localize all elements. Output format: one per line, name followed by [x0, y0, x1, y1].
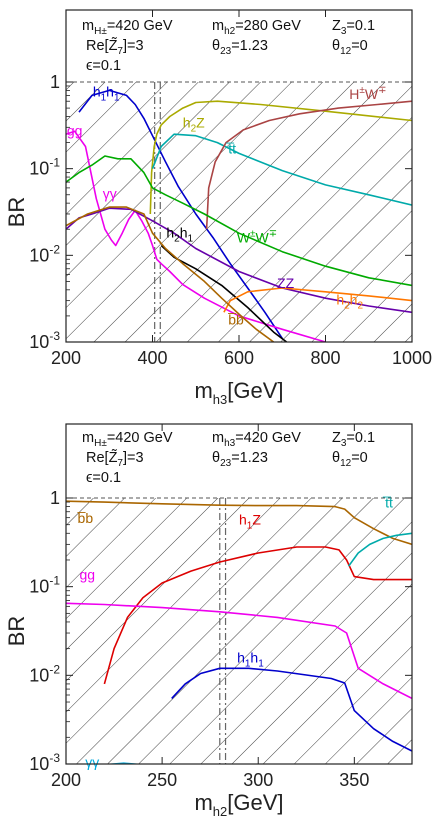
param-mh3: mh3=420 GeV: [212, 430, 301, 449]
series-line-zz: [66, 207, 412, 314]
series-label-bb: b̅b: [76, 510, 93, 526]
param-re-z-7: Re[Z̃7]=3: [86, 37, 144, 57]
series-group: [66, 500, 412, 764]
series-label-h2h1: h2​h1​: [166, 225, 193, 245]
hatched-excluded-region: [66, 498, 412, 764]
series-label-h2h2: h2​h2​: [336, 292, 363, 312]
series-label-tt: t̅t: [225, 140, 236, 156]
series-line-tt: [151, 133, 412, 206]
series-line-h1h1: [171, 667, 412, 752]
param-mh: mH±=420 GeV: [82, 430, 173, 449]
y-axis-label: BR: [4, 616, 29, 647]
series-label-bb: b̅b: [227, 311, 244, 327]
series-group: [66, 89, 412, 342]
series-label-tt: t̅t: [382, 495, 393, 511]
param-0-1: ϵ=0.1: [86, 58, 121, 74]
y-tick-label: 10-1: [29, 574, 60, 597]
x-tick-label: 1000: [392, 348, 432, 368]
param-0-1: ϵ=0.1: [86, 470, 121, 486]
series-label-h2z: h2​Z: [183, 114, 205, 134]
plot-frame: [65, 423, 413, 765]
x-tick-label: 800: [310, 348, 340, 368]
series-label-gg: gg: [67, 123, 83, 139]
x-tick-label: 250: [147, 770, 177, 790]
series-line-gg: [66, 602, 412, 700]
series-label-gg: gg: [79, 567, 95, 583]
series-label-h1h1: h1​h1​: [237, 649, 264, 669]
x-tick-label: 200: [51, 770, 81, 790]
series-line-tt: [347, 532, 412, 567]
param-12: θ12=0: [332, 38, 368, 57]
series-line-bb: [66, 206, 275, 342]
hatched-excluded-region: [66, 82, 412, 342]
series-label-w-w: W±​W∓​: [237, 229, 277, 246]
series-label-h-w: H±​W∓​: [349, 85, 386, 102]
series-label-h1z: h1​Z: [239, 512, 261, 532]
series-line-h2z: [149, 100, 412, 215]
x-axis-label: mh3[GeV]: [194, 378, 283, 407]
param-mh: mH±=420 GeV: [82, 18, 173, 37]
series-line-h1z: [103, 546, 412, 685]
series-line-gg: [66, 130, 326, 342]
param-mh2: mh2=280 GeV: [212, 18, 301, 37]
series-label-h1h1: h1​h1​: [93, 84, 120, 104]
x-axis-label: mh2[GeV]: [194, 790, 283, 817]
x-tick-label: 400: [137, 348, 167, 368]
series-label-x: γγ: [85, 754, 99, 770]
y-tick-label: 10-3: [29, 329, 60, 352]
param-z3: Z3=0.1: [332, 430, 375, 449]
param-z3: Z3=0.1: [332, 18, 375, 37]
x-tick-label: 200: [51, 348, 81, 368]
bottom-chart-panel: b̅b h1​Z t̅t gg h1​h1​ γγ mH±=420 GeV mh3=420 G…: [4, 423, 413, 817]
top-chart-panel: h1​h1​ gg h2​Z t̅t H±​W∓​ W±​W∓​ ZZ h2​h1​ h2​h2…: [4, 9, 432, 407]
series-line-h-w: [205, 100, 412, 230]
series-line-h1h1: [78, 89, 283, 339]
y-tick-label: 1: [50, 488, 60, 508]
y-tick-label: 1: [50, 72, 60, 92]
y-tick-label: 10-2: [29, 242, 60, 265]
series-line-w-w: [66, 155, 412, 287]
y-axis-label: BR: [4, 197, 29, 228]
series-line-h2h1: [160, 244, 288, 342]
param-23: θ23=1.23: [212, 38, 268, 57]
x-tick-label: 600: [224, 348, 254, 368]
y-tick-label: 10-2: [29, 662, 60, 685]
y-tick-label: 10-3: [29, 751, 60, 774]
x-tick-label: 300: [243, 770, 273, 790]
series-line-x: [104, 762, 143, 764]
param-12: θ12=0: [332, 450, 368, 469]
series-line-bb: [66, 500, 412, 546]
y-tick-label: 10-1: [29, 156, 60, 179]
series-label-zz: ZZ: [277, 275, 295, 291]
param-23: θ23=1.23: [212, 450, 268, 469]
series-line-h2h2: [223, 287, 412, 313]
param-re-z-7: Re[Z̃7]=3: [86, 449, 144, 469]
x-tick-label: 350: [339, 770, 369, 790]
series-label-gg: γγ: [103, 186, 117, 202]
